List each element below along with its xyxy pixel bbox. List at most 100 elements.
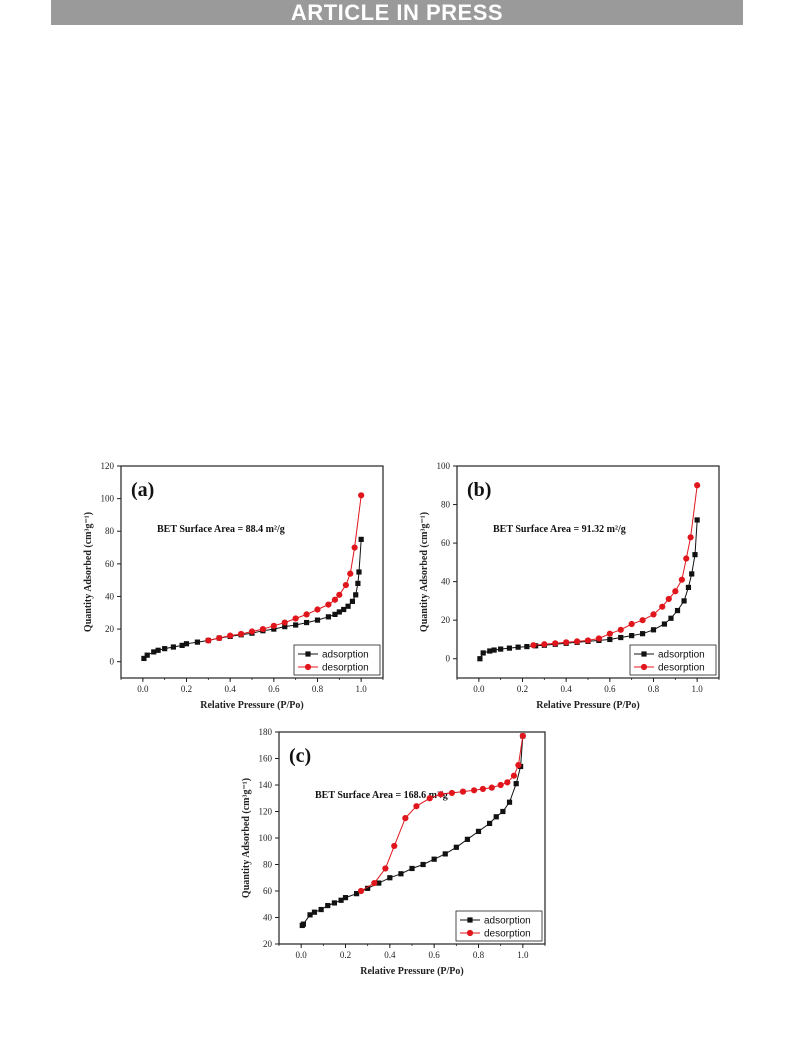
banner-text: ARTICLE IN PRESS (290, 0, 504, 25)
legend-label-adsorption: adsorption (322, 650, 369, 661)
adsorption-point (151, 649, 157, 655)
adsorption-point (639, 631, 646, 637)
x-tick-label: 0.0 (473, 684, 485, 694)
legend-label-adsorption: adsorption (658, 650, 705, 661)
x-axis-title: Relative Pressure (P/Po) (360, 966, 464, 977)
x-tick-label: 0.0 (296, 950, 308, 960)
article-in-press-banner: ARTICLE IN PRESS (51, 0, 743, 25)
x-tick-label: 1.0 (517, 950, 529, 960)
desorption-point (488, 784, 495, 791)
desorption-point (351, 544, 358, 551)
desorption-point (248, 628, 256, 635)
y-tick-label: 0 (446, 654, 451, 664)
desorption-point (227, 632, 234, 639)
adsorption-point (365, 885, 371, 891)
adsorption-point (314, 617, 321, 623)
adsorption-point (155, 647, 161, 653)
x-tick-label: 1.0 (356, 684, 368, 694)
desorption-line (533, 485, 698, 646)
legend-marker-adsorption (467, 917, 473, 923)
y-tick-label: 60 (441, 538, 451, 548)
desorption-point (371, 879, 378, 887)
desorption-point (628, 620, 635, 628)
desorption-point (357, 887, 365, 895)
desorption-point (584, 637, 592, 644)
desorption-point (336, 591, 343, 598)
chart-legend: adsorption desorption (629, 644, 717, 676)
desorption-point (678, 576, 685, 583)
adsorption-point (498, 646, 504, 652)
adsorption-point (692, 552, 698, 558)
adsorption-point (144, 652, 150, 658)
adsorption-point (668, 615, 674, 621)
adsorption-point (345, 603, 351, 609)
x-tick-label: 0.6 (268, 684, 280, 694)
desorption-point (470, 787, 478, 794)
adsorption-point (376, 880, 382, 886)
adsorption-point (332, 611, 338, 617)
y-tick-label: 40 (105, 591, 115, 601)
desorption-point (402, 815, 409, 822)
desorption-point (504, 779, 511, 786)
y-axis-title: Quantity Adsorbed (cm³g⁻¹) (419, 512, 430, 632)
adsorption-point (141, 655, 147, 662)
adsorption-point (353, 592, 359, 598)
x-tick-label: 0.2 (517, 684, 528, 694)
x-tick-label: 0.8 (312, 684, 324, 694)
y-tick-label: 20 (441, 615, 451, 625)
desorption-point (342, 581, 349, 589)
y-tick-label: 100 (259, 833, 273, 843)
desorption-point (573, 638, 581, 645)
adsorption-point (513, 781, 519, 787)
desorption-point (530, 642, 537, 649)
adsorption-point (506, 799, 513, 805)
desorption-point (216, 634, 223, 642)
desorption-point (665, 595, 672, 603)
desorption-point (497, 781, 504, 789)
desorption-point (515, 762, 522, 769)
desorption-point (479, 785, 487, 793)
desorption-point (519, 732, 526, 740)
y-tick-label: 0 (110, 657, 115, 667)
desorption-point (510, 772, 518, 779)
adsorption-point (618, 634, 624, 641)
bet-isotherm-chart-c: 0.0 0.2 0.4 0.6 0.8 1.0 20 40 60 80 100 120 140 160 18… (241, 727, 546, 977)
bet-isotherm-chart-b: 0.0 0.2 0.4 0.6 0.8 1.0 0 20 40 60 80 100 Relative P… (419, 461, 720, 711)
adsorption-point (325, 614, 332, 620)
desorption-point (281, 619, 288, 626)
desorption-point (541, 641, 548, 648)
chart-legend: adsorption desorption (293, 644, 381, 676)
adsorption-point (271, 626, 277, 632)
y-tick-label: 100 (437, 461, 451, 471)
adsorption-point (349, 598, 356, 604)
desorption-point (595, 635, 603, 642)
adsorption-point (342, 895, 349, 901)
adsorption-point (282, 624, 288, 630)
adsorption-point (409, 865, 415, 872)
y-tick-label: 140 (259, 780, 273, 790)
adsorption-point (341, 606, 347, 613)
desorption-point (683, 555, 690, 562)
y-tick-label: 60 (263, 886, 273, 896)
legend-marker-desorption (304, 663, 312, 671)
adsorption-point (493, 814, 499, 820)
adsorption-point (183, 641, 190, 647)
adsorption-point (293, 622, 299, 628)
adsorption-point (475, 828, 482, 834)
legend-marker-adsorption (641, 651, 647, 657)
adsorption-point (650, 627, 657, 633)
adsorption-point (486, 820, 493, 827)
desorption-point (303, 611, 310, 618)
adsorption-point (681, 598, 687, 604)
desorption-point (358, 492, 365, 499)
desorption-point (331, 596, 339, 603)
adsorption-point (477, 656, 483, 662)
adsorption-point (464, 836, 471, 842)
y-tick-label: 120 (101, 461, 115, 471)
y-tick-label: 40 (263, 913, 273, 923)
adsorption-point (506, 645, 512, 651)
adsorption-point (629, 633, 635, 639)
adsorption-point (442, 851, 448, 857)
y-tick-label: 100 (101, 494, 115, 504)
y-tick-label: 80 (263, 860, 273, 870)
